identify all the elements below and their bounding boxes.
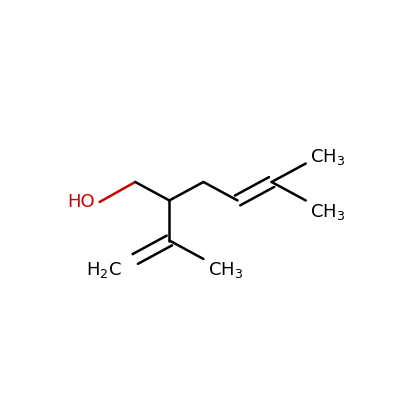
Text: CH$_3$: CH$_3$: [208, 260, 243, 280]
Text: CH$_3$: CH$_3$: [310, 202, 346, 222]
Text: H$_2$C: H$_2$C: [86, 260, 121, 280]
Text: CH$_3$: CH$_3$: [310, 147, 346, 167]
Text: HO: HO: [67, 193, 95, 211]
